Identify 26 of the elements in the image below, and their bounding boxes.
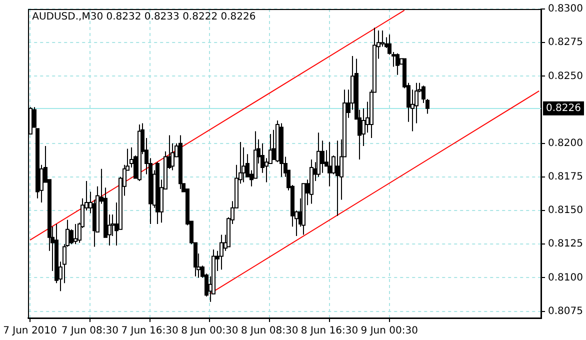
y-tick-label: 0.8150 <box>548 205 584 216</box>
y-tick-label: 0.8200 <box>548 138 584 149</box>
chart-title: AUDUSD.,M30 0.8232 0.8233 0.8222 0.8226 <box>32 12 256 23</box>
x-tick-label: 8 Jun 00:30 <box>181 326 238 337</box>
candlestick <box>316 132 320 178</box>
x-tick-label: 8 Jun 08:30 <box>241 326 298 337</box>
candlestick <box>380 30 384 48</box>
candlestick <box>328 142 332 187</box>
candlestick <box>396 52 400 76</box>
y-tick-label: 0.8075 <box>548 306 584 317</box>
y-tick-label: 0.8125 <box>548 238 584 250</box>
y-tick-label: 0.8175 <box>548 172 584 183</box>
candlestick <box>74 223 78 245</box>
x-tick-label: 7 Jun 2010 <box>3 326 57 337</box>
x-tick-label: 7 Jun 08:30 <box>61 326 118 337</box>
y-tick-label: 0.8250 <box>548 70 584 82</box>
x-tick-label: 7 Jun 16:30 <box>121 326 178 337</box>
y-tick-label: 0.8300 <box>548 4 584 15</box>
candlestick <box>220 234 224 270</box>
candlestick <box>320 140 324 174</box>
x-tick-label: 8 Jun 16:30 <box>300 326 358 337</box>
x-tick-label: 9 Jun 00:30 <box>360 326 418 337</box>
y-tick-label: 0.8100 <box>548 272 584 284</box>
candlestick <box>336 140 340 216</box>
ref-line-label: 0.8226 <box>546 103 582 114</box>
y-tick-label: 0.8275 <box>548 37 584 48</box>
